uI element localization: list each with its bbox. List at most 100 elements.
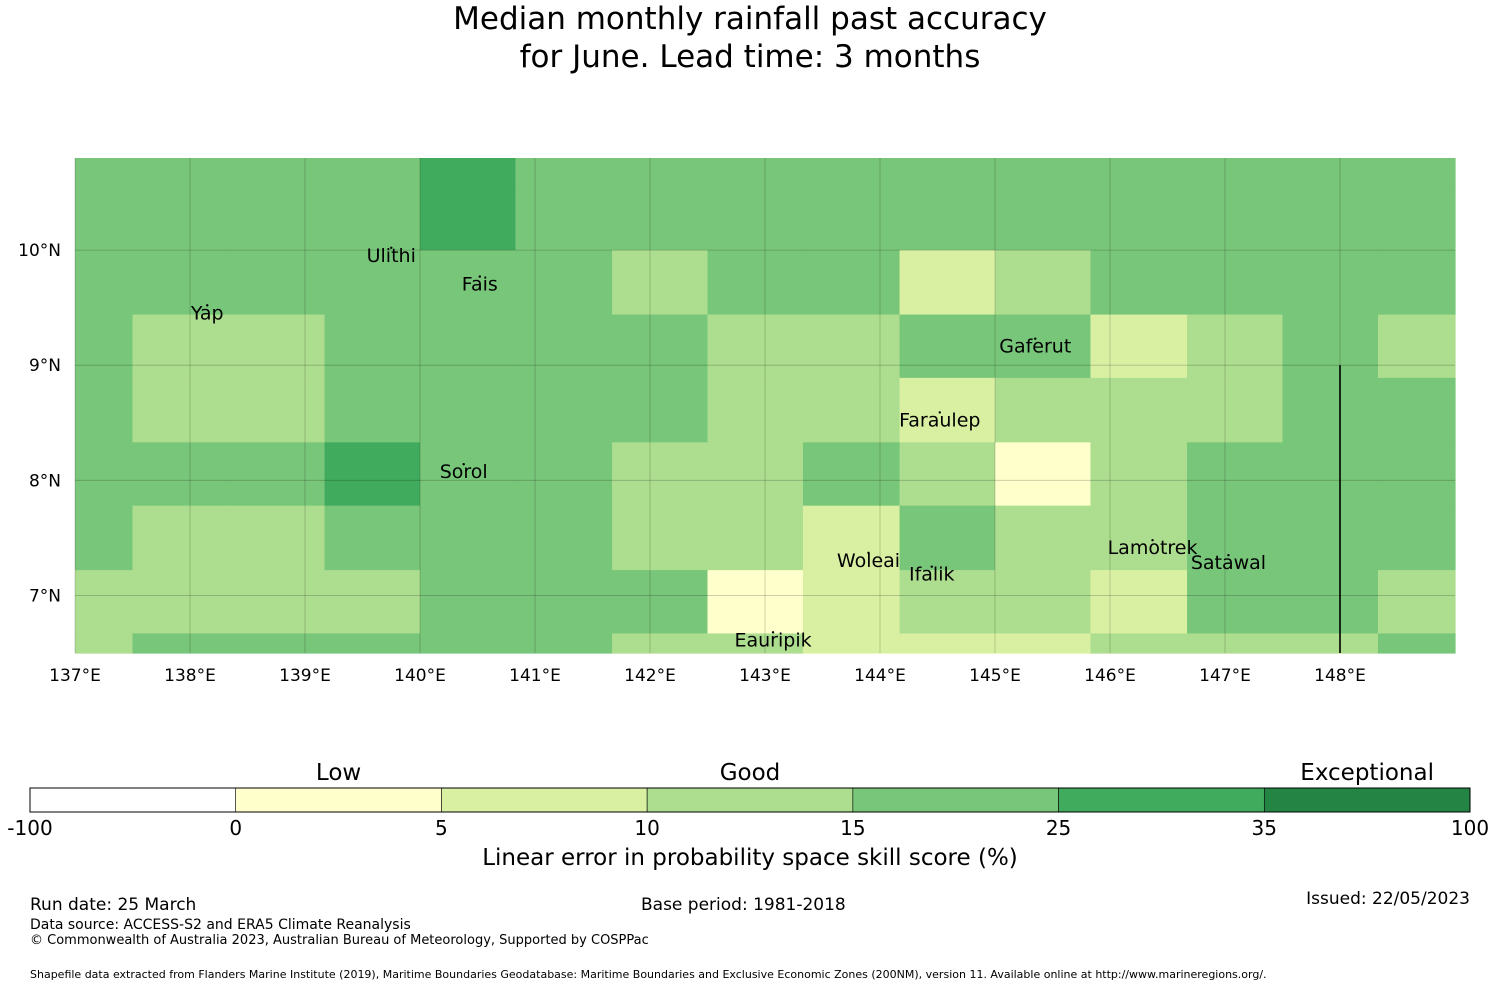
grid-cell (612, 250, 709, 316)
grid-cell (75, 314, 134, 379)
grid-cell (1187, 442, 1284, 507)
grid-cell (995, 250, 1092, 316)
grid-cell (707, 250, 804, 316)
colorbar-swatch (441, 787, 648, 813)
grid-cell (1090, 377, 1188, 443)
island-label: Ifalik (909, 564, 955, 586)
island-marker (478, 275, 481, 278)
island-label: Sorol (440, 461, 488, 483)
colorbar-category-label: Exceptional (1300, 760, 1434, 786)
grid-cell (75, 158, 134, 188)
grid-cell (995, 505, 1092, 571)
grid-cell (707, 158, 804, 188)
grid-cell (324, 570, 421, 635)
lon-tick-label: 145°E (969, 666, 1021, 686)
grid-cell (995, 186, 1092, 251)
grid-cell (1377, 442, 1456, 507)
grid-cell (227, 570, 326, 635)
grid-cell (802, 377, 901, 443)
grid-cell (995, 633, 1092, 654)
grid-cell (420, 570, 517, 635)
grid-cell (324, 377, 421, 443)
grid-cell (1377, 186, 1456, 251)
colorbar-swatch (646, 787, 854, 813)
grid-cell (515, 186, 613, 251)
grid-cell (132, 250, 229, 316)
grid-cell (612, 570, 709, 635)
grid-cell (707, 442, 804, 507)
grid-cell (1282, 442, 1379, 507)
lon-tick-label: 138°E (164, 666, 216, 686)
grid-cell (132, 633, 229, 654)
island-label: Woleai (837, 550, 900, 572)
grid-cell (899, 442, 996, 507)
grid-cell (515, 250, 613, 316)
grid-cell (802, 505, 901, 571)
grid-cell (324, 314, 421, 379)
island-marker (771, 631, 775, 634)
grid-cell (1377, 314, 1456, 379)
island-marker (206, 304, 209, 307)
grid-cell (75, 442, 134, 507)
grid-cell (75, 505, 134, 571)
grid-cell (612, 158, 709, 188)
grid-cell (75, 570, 134, 635)
island-label: Fais (462, 274, 498, 296)
grid-cell (612, 633, 709, 654)
grid-cell (227, 158, 326, 188)
grid-cell (802, 314, 901, 379)
island-label: Ulithi (367, 245, 416, 267)
grid-cell (1377, 377, 1456, 443)
grid-cell (1282, 633, 1379, 654)
grid-cell (1090, 250, 1188, 316)
grid-cell (515, 633, 613, 654)
copyright-notice: © Commonwealth of Australia 2023, Austra… (30, 933, 649, 948)
colorbar-tick-label: -100 (7, 816, 53, 840)
grid-cell (1090, 186, 1188, 251)
lon-tick-label: 147°E (1199, 666, 1251, 686)
grid-cell (420, 158, 517, 188)
grid-cell (612, 442, 709, 507)
grid-cell (707, 505, 804, 571)
grid-cell (1282, 314, 1379, 379)
grid-cell (420, 186, 517, 251)
run-date: Run date: 25 March (30, 895, 197, 915)
grid-cell (324, 158, 421, 188)
grid-cell (1282, 377, 1379, 443)
grid-cell (515, 570, 613, 635)
grid-cell (1282, 250, 1379, 316)
grid-cell (707, 186, 804, 251)
colorbar-category-label: Low (315, 760, 362, 786)
grid-cell (612, 314, 709, 379)
lon-tick-label: 143°E (739, 666, 791, 686)
colorbar-tick-label: 15 (840, 816, 866, 840)
colorbar-swatch (1263, 787, 1471, 813)
island-label: Satawal (1191, 552, 1266, 574)
grid-cell (1187, 377, 1284, 443)
colorbar-swatch (1058, 787, 1265, 813)
grid-cell (1187, 250, 1284, 316)
grid-cell (612, 505, 709, 571)
lon-tick-label: 142°E (624, 666, 676, 686)
grid-cell (420, 505, 517, 571)
colorbar-tick-label: 10 (634, 816, 660, 840)
grid-cell (899, 633, 996, 654)
title-line-2: for June. Lead time: 3 months (519, 39, 981, 75)
grid-cell (802, 570, 901, 635)
grid-cell (75, 186, 134, 251)
grid-cell (899, 505, 996, 571)
grid-cell (227, 633, 326, 654)
grid-cell (1377, 250, 1456, 316)
grid-cell (995, 314, 1092, 379)
grid-cell (1187, 570, 1284, 635)
lon-tick-label: 144°E (854, 666, 906, 686)
grid-cell (1090, 633, 1188, 654)
colorbar-tick-label: 100 (1450, 816, 1490, 840)
grid-cell (1090, 158, 1188, 188)
lat-tick-label: 8°N (29, 471, 61, 491)
grid-cell (420, 377, 517, 443)
grid-cell (227, 377, 326, 443)
island-label: Faraulep (899, 409, 980, 431)
grid-cell (132, 442, 229, 507)
